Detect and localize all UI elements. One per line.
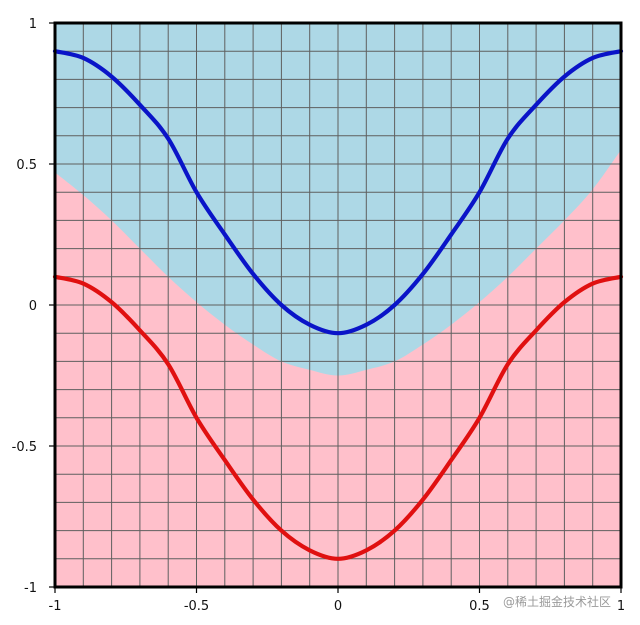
ticks-layer: -1 -0.5 0 0.5 1 1 0.5 0 -0.5 -1: [12, 17, 626, 614]
x-tick-label: -0.5: [184, 599, 209, 614]
watermark: @稀土掘金技术社区: [503, 594, 611, 609]
y-tick-label: -0.5: [12, 440, 37, 455]
y-tick-label: -1: [24, 581, 37, 596]
x-tick-label: 1: [617, 599, 625, 614]
grid-lines: [55, 23, 621, 587]
series-line-1: [52, 49, 624, 336]
plot-frame: [53, 21, 623, 589]
x-tick-label: 0.5: [469, 599, 490, 614]
y-tick-label: 1: [29, 17, 37, 32]
curves-layer: [52, 49, 624, 561]
x-tick-label: -1: [49, 599, 62, 614]
x-tick-label: 0: [334, 599, 342, 614]
series-line-2: [52, 274, 624, 561]
y-tick-label: 0: [29, 299, 37, 314]
y-tick-label: 0.5: [16, 158, 37, 173]
